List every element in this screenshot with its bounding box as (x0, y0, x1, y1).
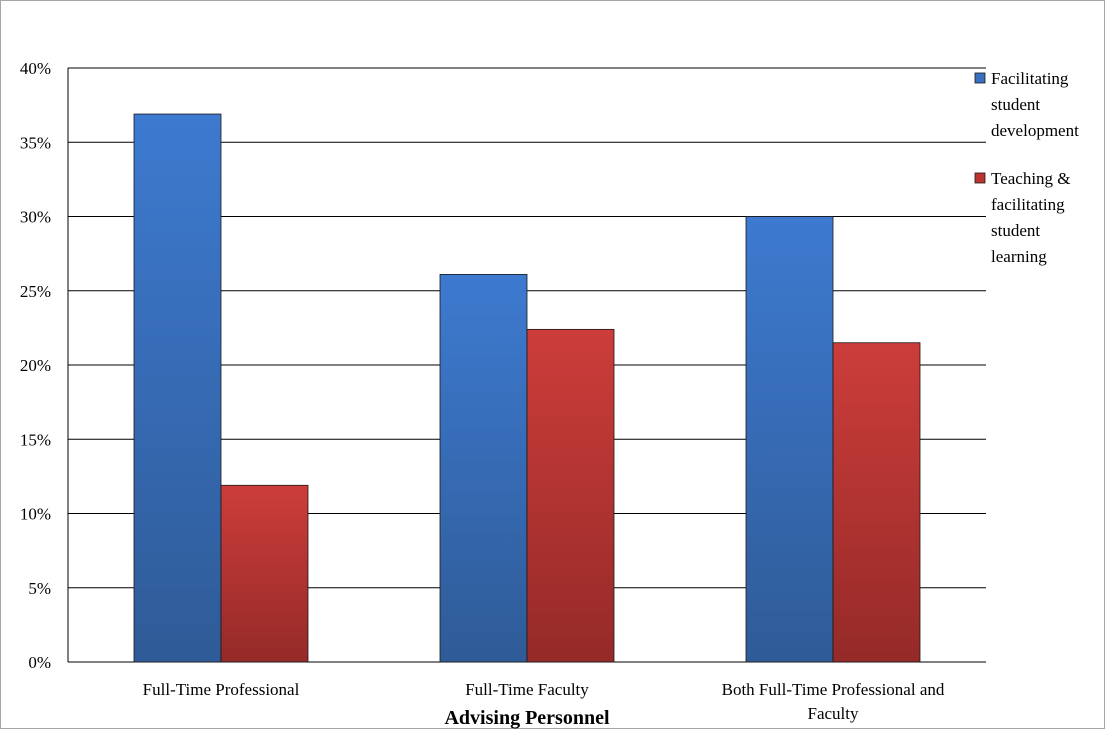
x-axis-categories: Full-Time Professional Full-Time Faculty B… (143, 680, 945, 723)
y-tick-label: 20% (20, 356, 51, 375)
legend-swatch-0 (974, 72, 986, 84)
y-tick-label: 40% (20, 59, 51, 78)
bar-series-1-cat-2 (832, 342, 921, 663)
bar-series-1-cat-0 (220, 484, 309, 663)
y-tick-label: 15% (20, 430, 51, 449)
x-category-label: Both Full-Time Professional and Faculty (722, 680, 945, 723)
bar-series-1-cat-1 (526, 328, 615, 663)
y-tick-label: 30% (20, 208, 51, 227)
x-category-label: Full-Time Faculty (465, 680, 589, 699)
bars (133, 113, 921, 663)
bar-series-0-cat-0 (133, 113, 222, 663)
legend: Facilitating student development Teaching &… (974, 69, 1079, 266)
y-tick-label: 25% (20, 282, 51, 301)
y-tick-label: 10% (20, 505, 51, 524)
y-tick-label: 5% (28, 579, 51, 598)
legend-swatch-1 (974, 172, 986, 184)
x-axis-title: Advising Personnel (444, 707, 609, 729)
y-tick-label: 0% (28, 653, 51, 672)
legend-label-0: Facilitating student development (991, 69, 1079, 140)
legend-label-1: Teaching & facilitating student learning (991, 169, 1071, 266)
y-axis-ticks: 0% 5% 10% 15% 20% 25% 30% 35% 40% (20, 59, 51, 672)
x-category-label: Full-Time Professional (143, 680, 300, 699)
bar-series-0-cat-1 (439, 274, 528, 663)
y-tick-label: 35% (20, 133, 51, 152)
bar-series-0-cat-2 (745, 216, 834, 663)
